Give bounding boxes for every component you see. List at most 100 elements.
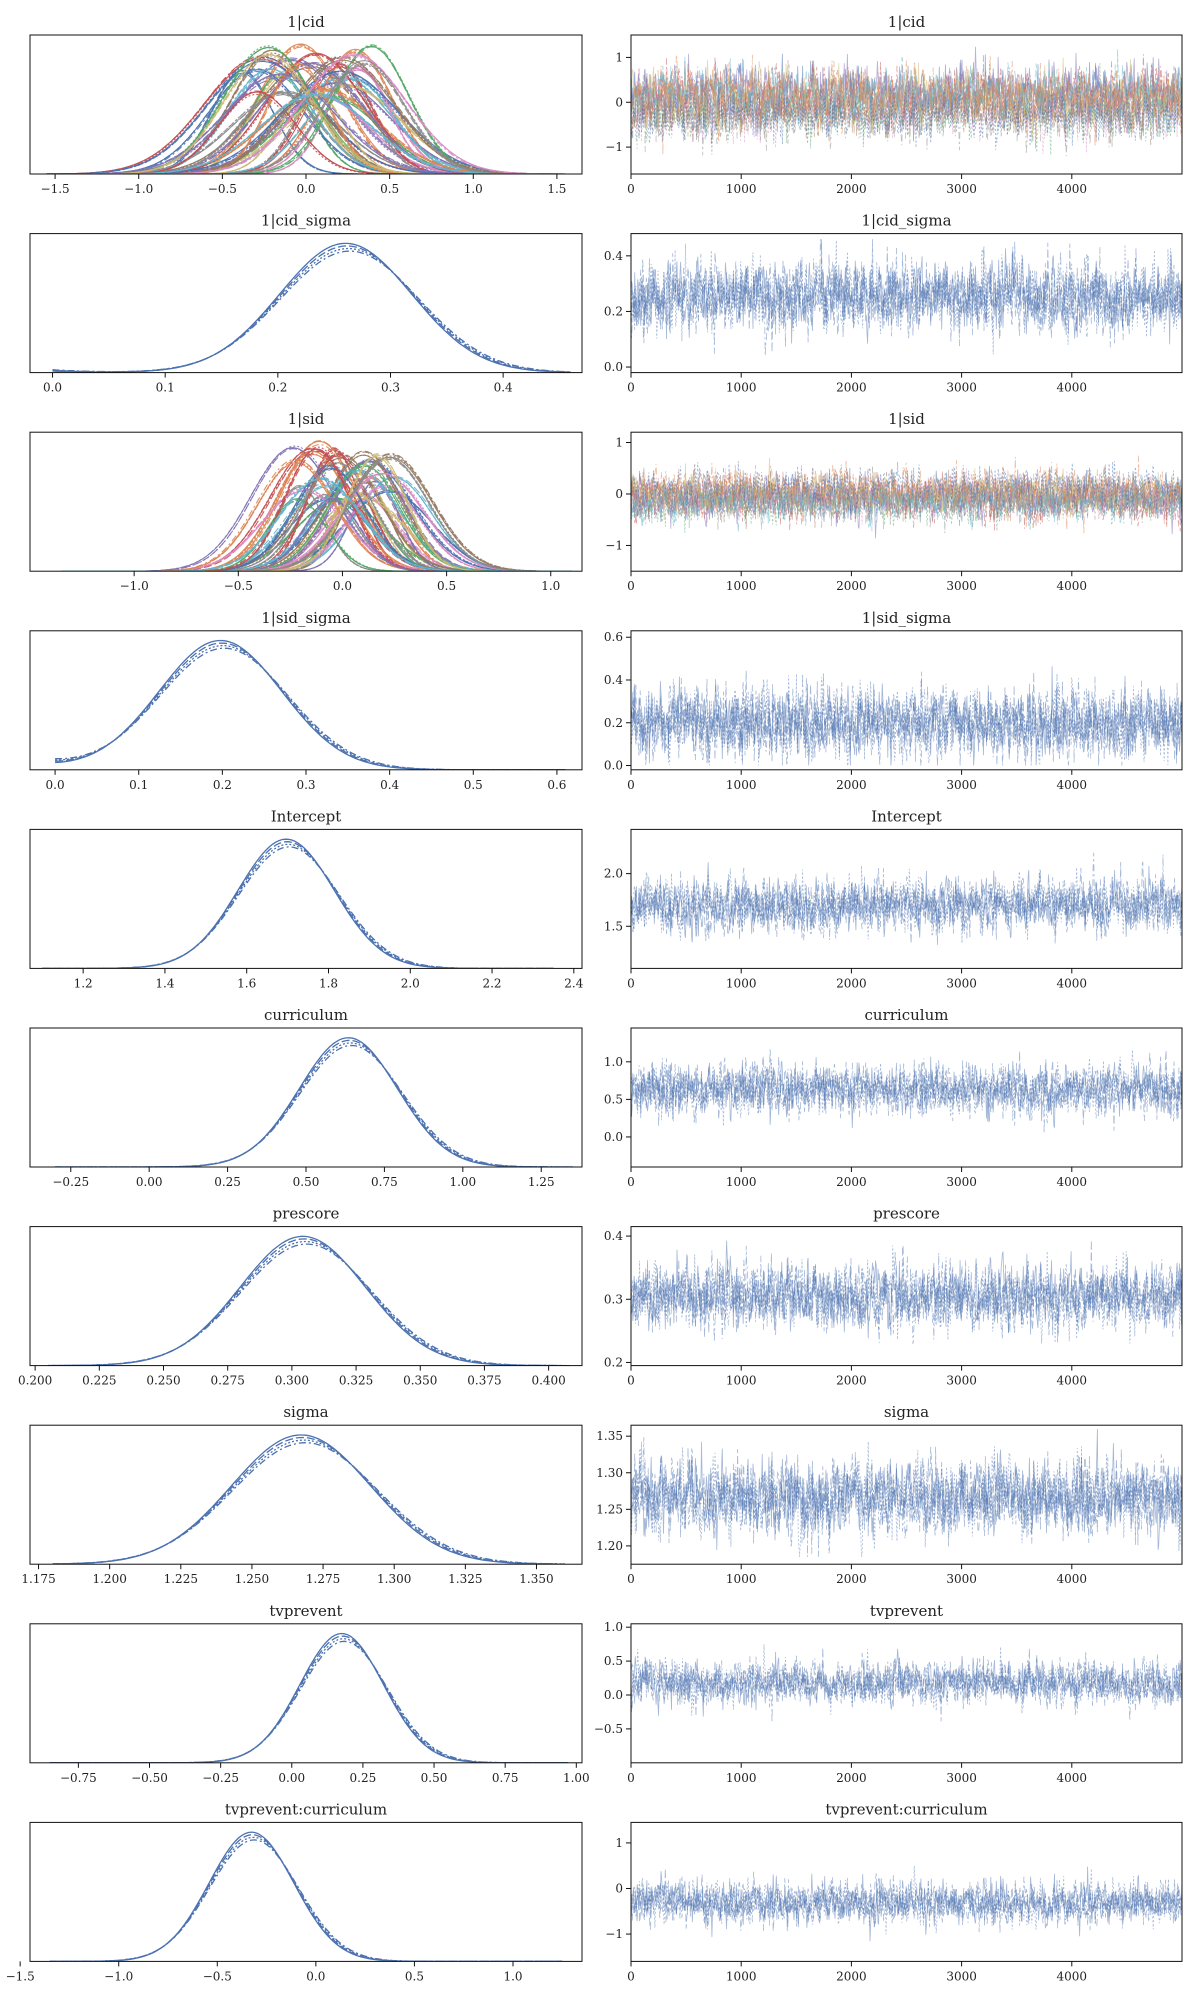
- tvprevent-density-xtick-label: 0.00: [278, 1771, 305, 1785]
- prescore-trace-chain-line: [631, 1245, 1182, 1345]
- tvprevent-curriculum-trace-chain-line: [631, 1875, 1182, 1933]
- intercept-density-xtick-label: 1.4: [155, 976, 174, 990]
- tvprevent-trace-chain-line: [631, 1647, 1182, 1722]
- curriculum-density-xtick-label: 0.00: [136, 1175, 163, 1189]
- 1-cid-density-density-line: [46, 56, 566, 174]
- tvprevent-density-density-line: [49, 1638, 568, 1763]
- 1-cid-trace-xtick-label: 0: [627, 182, 635, 196]
- 1-cid-sigma-trace-ytick-label: 0.4: [604, 249, 623, 263]
- 1-cid-density-density-line: [46, 60, 566, 174]
- 1-sid-density-density-line: [61, 468, 572, 572]
- 1-cid-density-density-line: [46, 53, 566, 174]
- 1-sid-density-density-line: [61, 448, 572, 572]
- curriculum-trace-xtick-label: 4000: [1057, 1175, 1088, 1189]
- 1-sid-density-density-line: [61, 443, 572, 572]
- tvprevent-density-axes-frame: [29, 1623, 583, 1764]
- sigma-trace-xtick-label: 3000: [946, 1572, 977, 1586]
- prescore-trace-xtick-label: 0: [627, 1374, 635, 1388]
- sigma-density-density-line: [52, 1439, 565, 1565]
- 1-cid-density-density-line: [46, 88, 566, 174]
- sigma-trace-ytick-label: 1.35: [596, 1429, 623, 1443]
- tvprevent-trace-ytick-label: 1.0: [604, 1620, 623, 1634]
- intercept-density-density-line: [42, 846, 554, 969]
- curriculum-trace-xtick-label: 2000: [836, 1175, 867, 1189]
- curriculum-trace-series-group: [631, 1049, 1182, 1134]
- tvprevent-density-xtick-label: −0.50: [131, 1771, 168, 1785]
- 1-cid-density-density-line: [46, 46, 566, 174]
- curriculum-trace-ytick-label: 0.5: [604, 1092, 623, 1106]
- 1-sid-sigma-density-xtick-label: 0.2: [213, 778, 232, 792]
- tvprevent-curriculum-density-panel: tvprevent:curriculum −1.5 −1.0 −0.5 0.0 0.5 1.…: [6, 1800, 583, 1983]
- 1-cid-density-xtick-label: 1.5: [547, 182, 566, 196]
- intercept-trace-chain-line: [631, 861, 1182, 946]
- curriculum-density-title: curriculum: [264, 1006, 348, 1024]
- curriculum-density-density-line: [55, 1039, 573, 1167]
- prescore-trace-chain-line: [631, 1245, 1182, 1344]
- curriculum-density-xtick-label: 0.25: [214, 1175, 241, 1189]
- sigma-density-density-line: [52, 1436, 565, 1565]
- 1-sid-sigma-trace-xtick-label: 0: [627, 778, 635, 792]
- intercept-trace-series-group: [631, 852, 1182, 946]
- sigma-density-series-group: [52, 1434, 565, 1565]
- 1-cid-trace-chain-line: [631, 57, 1182, 136]
- curriculum-density-density-line: [55, 1044, 573, 1167]
- 1-cid-sigma-trace-xtick-label: 2000: [836, 381, 867, 395]
- tvprevent-curriculum-trace-ytick-label: 0: [615, 1881, 623, 1895]
- 1-cid-density-density-line: [46, 62, 566, 174]
- 1-cid-density-density-line: [46, 56, 566, 174]
- 1-cid-density-title: 1|cid: [287, 13, 325, 31]
- 1-sid-density-title: 1|sid: [288, 410, 325, 428]
- 1-sid-sigma-trace-ytick-label: 0.6: [604, 630, 623, 644]
- 1-cid-density-xtick-label: 0.0: [296, 182, 315, 196]
- prescore-trace-xtick-label: 2000: [836, 1374, 867, 1388]
- intercept-trace-xtick-label: 2000: [836, 976, 867, 990]
- 1-sid-trace-xtick-label: 1000: [726, 579, 757, 593]
- intercept-trace-title: Intercept: [871, 807, 942, 825]
- 1-cid-density-xtick-label: −1.5: [41, 182, 70, 196]
- prescore-trace-panel: prescore 0 1000 2000 3000 4000 0.2 0.3 0.4: [604, 1205, 1183, 1388]
- 1-sid-sigma-density-xtick-label: 0.0: [46, 778, 65, 792]
- 1-cid-density-density-line: [46, 64, 566, 174]
- prescore-trace-ytick-label: 0.3: [604, 1292, 623, 1306]
- intercept-density-xtick-label: 2.4: [564, 976, 583, 990]
- 1-sid-density-density-line: [61, 453, 572, 572]
- prescore-trace-series-group: [631, 1240, 1182, 1345]
- prescore-density-xtick-label: 0.325: [339, 1374, 373, 1388]
- intercept-density-panel: Intercept 1.2 1.4 1.6 1.8 2.0 2.2 2.4: [29, 807, 584, 990]
- 1-sid-density-density-line: [61, 450, 572, 572]
- 1-cid-sigma-density-xtick-label: 0.3: [381, 381, 400, 395]
- 1-cid-density-density-line: [46, 63, 566, 174]
- 1-cid-trace-ytick-label: −1: [605, 140, 623, 154]
- tvprevent-trace-xtick-label: 1000: [726, 1771, 757, 1785]
- 1-sid-density-density-line: [61, 496, 572, 572]
- sigma-density-xtick-label: 1.275: [306, 1572, 340, 1586]
- 1-cid-density-density-line: [46, 60, 566, 174]
- curriculum-trace-ytick-label: 1.0: [604, 1055, 623, 1069]
- 1-sid-density-axes-frame: [29, 431, 583, 572]
- 1-cid-trace-series-group: [631, 46, 1182, 157]
- 1-cid-density-density-line: [46, 77, 566, 174]
- 1-cid-density-density-line: [46, 63, 566, 174]
- tvprevent-trace-ytick-label: −0.5: [594, 1722, 623, 1736]
- tvprevent-curriculum-density-xtick-label: 0.0: [306, 1969, 325, 1983]
- 1-sid-sigma-density-axes-frame: [29, 630, 583, 771]
- 1-sid-density-density-line: [61, 481, 572, 572]
- 1-sid-sigma-trace-axes-frame: [630, 630, 1183, 771]
- prescore-density-title: prescore: [273, 1205, 340, 1223]
- 1-cid-sigma-density-density-line: [52, 245, 571, 373]
- 1-cid-density-density-line: [46, 61, 566, 174]
- tvprevent-curriculum-trace-xtick-label: 0: [627, 1969, 635, 1983]
- sigma-density-xtick-label: 1.225: [164, 1572, 198, 1586]
- 1-cid-trace-chain-line: [631, 54, 1182, 143]
- curriculum-trace-panel: curriculum 0 1000 2000 3000 4000 0.0 0.5 1.0: [604, 1006, 1183, 1189]
- tvprevent-density-xtick-label: −0.25: [202, 1771, 239, 1785]
- 1-cid-sigma-density-title: 1|cid_sigma: [261, 212, 351, 230]
- 1-sid-density-density-line: [61, 458, 572, 572]
- intercept-density-density-line: [42, 838, 554, 969]
- 1-cid-density-density-line: [46, 101, 566, 174]
- 1-sid-trace-ytick-label: −1: [605, 538, 623, 552]
- tvprevent-curriculum-density-xtick-label: 1.0: [503, 1969, 522, 1983]
- 1-cid-density-density-line: [46, 58, 566, 174]
- curriculum-trace-xtick-label: 1000: [726, 1175, 757, 1189]
